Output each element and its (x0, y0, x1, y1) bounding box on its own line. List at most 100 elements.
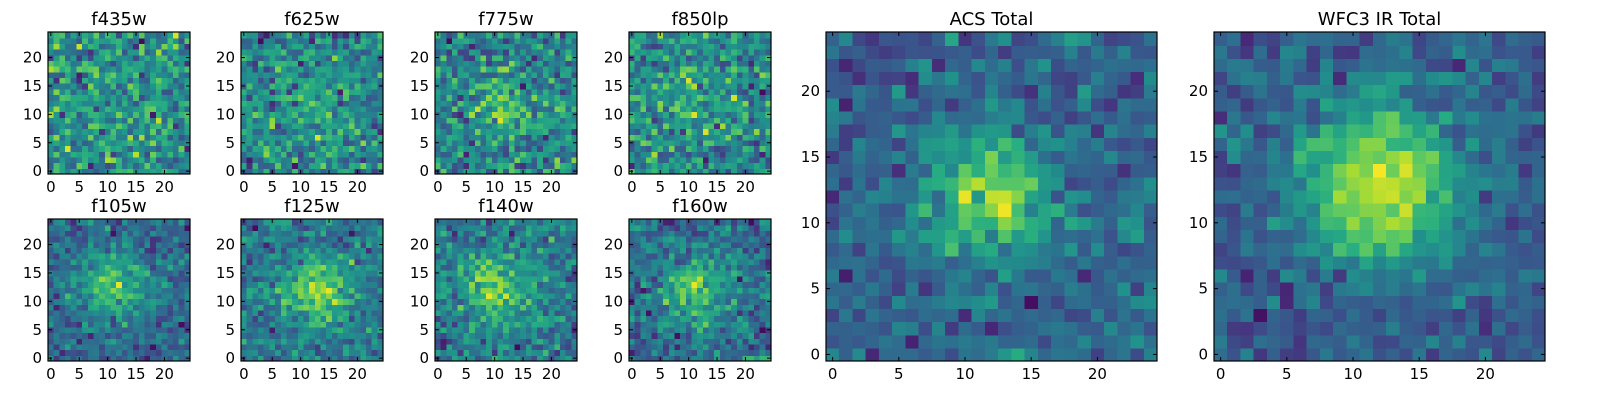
heatmap-cell (292, 247, 299, 254)
heatmap-cell (331, 338, 339, 345)
heatmap-cell (674, 156, 681, 164)
y-tick-label: 20 (604, 49, 623, 67)
heatmap-cell (258, 32, 265, 39)
heatmap-cell (99, 264, 106, 271)
heatmap-cell (172, 326, 180, 334)
heatmap-cell (491, 105, 499, 113)
heatmap-cell (161, 37, 168, 44)
heatmap-cell (292, 275, 299, 283)
heatmap-cell (663, 168, 670, 175)
heatmap-cell (651, 270, 658, 277)
heatmap-cell (571, 71, 578, 79)
heatmap-cell (337, 66, 344, 73)
heatmap-cell (702, 321, 710, 328)
heatmap-cell (440, 77, 447, 84)
heatmap-cell (702, 83, 710, 90)
heatmap-cell (263, 139, 270, 147)
heatmap-cell (104, 281, 112, 288)
heatmap-cell (53, 105, 60, 113)
heatmap-cell (651, 71, 658, 79)
heatmap-cell (565, 321, 572, 328)
heatmap-cell (144, 71, 151, 79)
heatmap-cell (275, 83, 282, 90)
heatmap-cell (742, 315, 749, 322)
heatmap-cell (365, 287, 373, 294)
heatmap-cell (457, 66, 464, 73)
heatmap-cell (719, 83, 727, 90)
heatmap-cell (753, 321, 761, 328)
heatmap-cell (525, 338, 533, 345)
heatmap-cell (765, 145, 772, 152)
heatmap-cell (508, 287, 516, 294)
heatmap-cell (371, 338, 378, 345)
heatmap-cell (326, 349, 333, 356)
heatmap-cell (702, 37, 710, 44)
heatmap-cell (309, 355, 316, 362)
heatmap-cell (314, 37, 322, 44)
x-tick-label: 5 (655, 178, 665, 196)
heatmap-cell (116, 122, 123, 130)
heatmap-cell (663, 304, 670, 311)
heatmap-cell (133, 309, 140, 317)
heatmap-cell (680, 275, 687, 283)
heatmap-cell (297, 298, 305, 305)
heatmap-cell (269, 151, 276, 158)
heatmap-cell (542, 49, 550, 56)
heatmap-cell (246, 77, 253, 84)
heatmap-cell (554, 355, 561, 362)
heatmap-cell (571, 287, 578, 294)
heatmap-cell (93, 355, 100, 362)
heatmap-cell (167, 343, 174, 351)
heatmap-cell (554, 117, 561, 124)
heatmap-cell (292, 270, 299, 277)
heatmap-cell (48, 156, 55, 164)
heatmap-cell (542, 241, 550, 248)
heatmap-cell (53, 241, 60, 248)
heatmap-cell (565, 88, 572, 96)
heatmap-cell (104, 54, 112, 61)
heatmap-cell (685, 326, 693, 334)
heatmap-cell (463, 54, 470, 61)
heatmap-cell (497, 236, 504, 243)
heatmap-cell (110, 105, 117, 113)
heatmap-cell (116, 241, 123, 248)
heatmap-cell (685, 275, 693, 283)
heatmap-cell (702, 122, 710, 130)
heatmap-cell (360, 122, 367, 130)
heatmap-cell (70, 315, 77, 322)
heatmap-cell (497, 315, 504, 322)
heatmap-cell (167, 139, 174, 147)
heatmap-cell (537, 128, 544, 135)
heatmap-cell (753, 88, 761, 96)
heatmap-cell (457, 230, 464, 237)
heatmap-cell (70, 270, 77, 277)
heatmap-cell (65, 326, 72, 334)
heatmap-cell (463, 105, 470, 113)
heatmap-cell (663, 60, 670, 67)
heatmap-cell (503, 270, 510, 277)
heatmap-cell (565, 304, 572, 311)
heatmap-cell (435, 88, 442, 96)
heatmap-cell (116, 151, 123, 158)
heatmap-cell (286, 77, 293, 84)
heatmap-cell (99, 43, 106, 50)
heatmap-cell (93, 281, 100, 288)
heatmap-cell (138, 71, 146, 79)
heatmap-cell (753, 343, 761, 351)
heatmap-cell (503, 355, 510, 362)
heatmap-cell (640, 151, 647, 158)
heatmap-cell (70, 253, 77, 260)
heatmap-cell (657, 156, 664, 164)
heatmap-cell (360, 281, 367, 288)
heatmap-cell (668, 281, 676, 288)
heatmap-cell (53, 304, 60, 311)
heatmap-cell (514, 151, 521, 158)
heatmap-cell (685, 94, 693, 101)
heatmap-cell (167, 88, 174, 96)
heatmap-cell (685, 338, 693, 345)
heatmap-cell (542, 32, 550, 39)
heatmap-cell (309, 236, 316, 243)
heatmap-cell (178, 219, 185, 226)
heatmap-cell (343, 264, 350, 271)
heatmap-cell (377, 219, 384, 226)
